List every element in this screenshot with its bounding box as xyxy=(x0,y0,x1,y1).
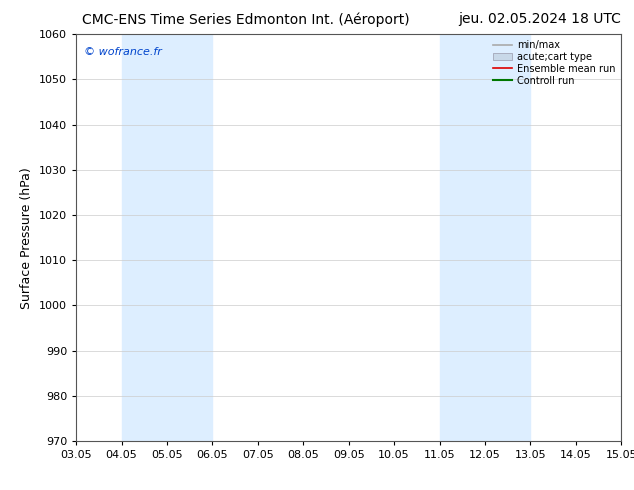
Bar xyxy=(122,34,212,441)
Text: CMC-ENS Time Series Edmonton Int. (Aéroport): CMC-ENS Time Series Edmonton Int. (Aérop… xyxy=(82,12,410,27)
Bar xyxy=(621,34,634,441)
Text: © wofrance.fr: © wofrance.fr xyxy=(84,47,162,56)
Bar xyxy=(439,34,531,441)
Y-axis label: Surface Pressure (hPa): Surface Pressure (hPa) xyxy=(20,167,34,309)
Text: jeu. 02.05.2024 18 UTC: jeu. 02.05.2024 18 UTC xyxy=(458,12,621,26)
Legend: min/max, acute;cart type, Ensemble mean run, Controll run: min/max, acute;cart type, Ensemble mean … xyxy=(489,37,618,89)
